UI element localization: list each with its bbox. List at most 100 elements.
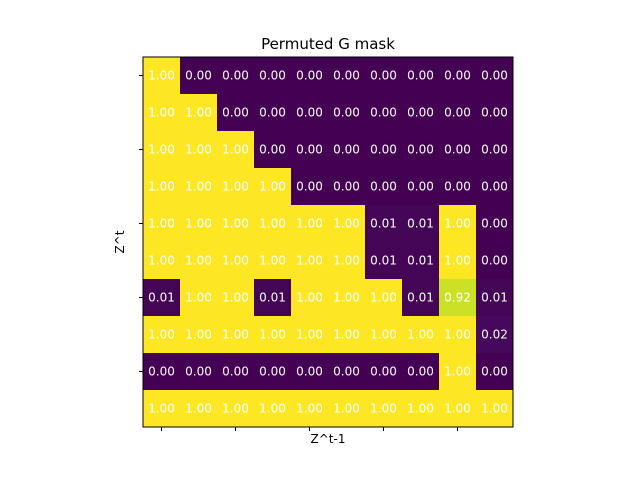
heatmap-cell	[365, 205, 403, 243]
cell-value-label: 0.00	[296, 143, 323, 157]
cell-value-label: 0.00	[370, 69, 397, 83]
heatmap-cell	[402, 94, 440, 132]
heatmap-cell	[180, 316, 218, 354]
heatmap-cell	[439, 242, 477, 280]
heatmap-cell	[439, 168, 477, 206]
cell-value-label: 1.00	[185, 180, 212, 194]
cell-value-label: 1.00	[148, 217, 175, 231]
cell-value-label: 0.01	[407, 217, 434, 231]
cell-value-label: 1.00	[148, 254, 175, 268]
heatmap-cell	[254, 57, 292, 95]
heatmap-cell	[476, 57, 514, 95]
cell-value-label: 1.00	[444, 328, 471, 342]
cell-value-label: 1.00	[185, 291, 212, 305]
heatmap-cell	[328, 57, 366, 95]
cell-value-label: 0.01	[370, 217, 397, 231]
cell-value-label: 1.00	[185, 402, 212, 416]
heatmap-cell	[254, 390, 292, 428]
cell-value-label: 1.00	[222, 217, 249, 231]
cell-value-label: 1.00	[148, 180, 175, 194]
cell-value-label: 1.00	[259, 180, 286, 194]
cell-value-label: 0.00	[222, 69, 249, 83]
cell-value-label: 0.00	[407, 69, 434, 83]
cell-value-label: 1.00	[296, 328, 323, 342]
heatmap-cell	[291, 57, 329, 95]
cell-value-label: 1.00	[444, 365, 471, 379]
heatmap-cell	[476, 242, 514, 280]
heatmap-cell	[254, 316, 292, 354]
heatmap-cell	[180, 390, 218, 428]
cell-value-label: 0.00	[259, 365, 286, 379]
heatmap-cell	[402, 279, 440, 317]
heatmap-cell	[476, 316, 514, 354]
heatmap-cell	[143, 390, 181, 428]
heatmap-cell	[254, 279, 292, 317]
heatmap-cell	[180, 205, 218, 243]
heatmap-cell	[291, 94, 329, 132]
cell-value-label: 1.00	[222, 143, 249, 157]
cell-value-label: 1.00	[148, 402, 175, 416]
cell-value-label: 0.01	[407, 254, 434, 268]
heatmap-cell	[328, 168, 366, 206]
heatmap-cell	[439, 205, 477, 243]
cell-value-label: 1.00	[333, 254, 360, 268]
cell-value-label: 0.00	[481, 106, 508, 120]
heatmap-cell	[217, 279, 255, 317]
heatmap-cell	[365, 242, 403, 280]
cell-value-label: 1.00	[222, 328, 249, 342]
heatmap-cell	[439, 131, 477, 169]
heatmap-cell	[254, 131, 292, 169]
cell-value-label: 1.00	[481, 402, 508, 416]
heatmap-cell	[328, 131, 366, 169]
heatmap-cell	[402, 353, 440, 391]
cell-value-label: 1.00	[185, 328, 212, 342]
cell-value-label: 0.00	[222, 106, 249, 120]
heatmap-cell	[476, 205, 514, 243]
axis-ticks	[139, 75, 458, 431]
cell-value-label: 0.00	[444, 143, 471, 157]
cell-value-label: 0.00	[333, 365, 360, 379]
heatmap-cell	[291, 205, 329, 243]
heatmap-cell	[328, 279, 366, 317]
heatmap-cell	[328, 316, 366, 354]
cell-value-label: 0.00	[481, 143, 508, 157]
heatmap-cell	[217, 131, 255, 169]
cell-value-label: 0.00	[407, 106, 434, 120]
cell-value-label: 0.00	[481, 69, 508, 83]
heatmap-cell	[217, 353, 255, 391]
cell-value-label: 0.00	[370, 106, 397, 120]
heatmap-cell	[476, 168, 514, 206]
heatmap-cell	[143, 242, 181, 280]
cell-value-label: 1.00	[185, 106, 212, 120]
cell-value-label: 0.00	[481, 365, 508, 379]
heatmap-cell	[365, 279, 403, 317]
heatmap-cell	[143, 168, 181, 206]
plot-frame	[142, 56, 514, 428]
heatmap-cell	[180, 131, 218, 169]
cell-value-label: 1.00	[222, 402, 249, 416]
heatmap-cell	[143, 353, 181, 391]
heatmap-cell	[217, 242, 255, 280]
cell-value-label: 1.00	[222, 254, 249, 268]
cell-value-label: 0.00	[333, 180, 360, 194]
cell-value-label: 0.00	[481, 217, 508, 231]
cell-value-label: 0.00	[333, 69, 360, 83]
heatmap-cell	[180, 242, 218, 280]
cell-value-label: 1.00	[185, 143, 212, 157]
cell-value-label: 1.00	[444, 254, 471, 268]
heatmap-cell	[217, 168, 255, 206]
heatmap-cell	[143, 279, 181, 317]
heatmap-cell	[402, 168, 440, 206]
cell-value-label: 1.00	[259, 402, 286, 416]
heatmap-cell	[254, 353, 292, 391]
heatmap-cell	[476, 353, 514, 391]
heatmap-cell	[291, 316, 329, 354]
cell-value-label: 1.00	[185, 217, 212, 231]
heatmap-cell	[365, 390, 403, 428]
cell-value-label: 1.00	[370, 291, 397, 305]
heatmap-cell	[439, 279, 477, 317]
heatmap-cell	[476, 279, 514, 317]
cell-value-label: 1.00	[296, 217, 323, 231]
heatmap-cell	[439, 390, 477, 428]
